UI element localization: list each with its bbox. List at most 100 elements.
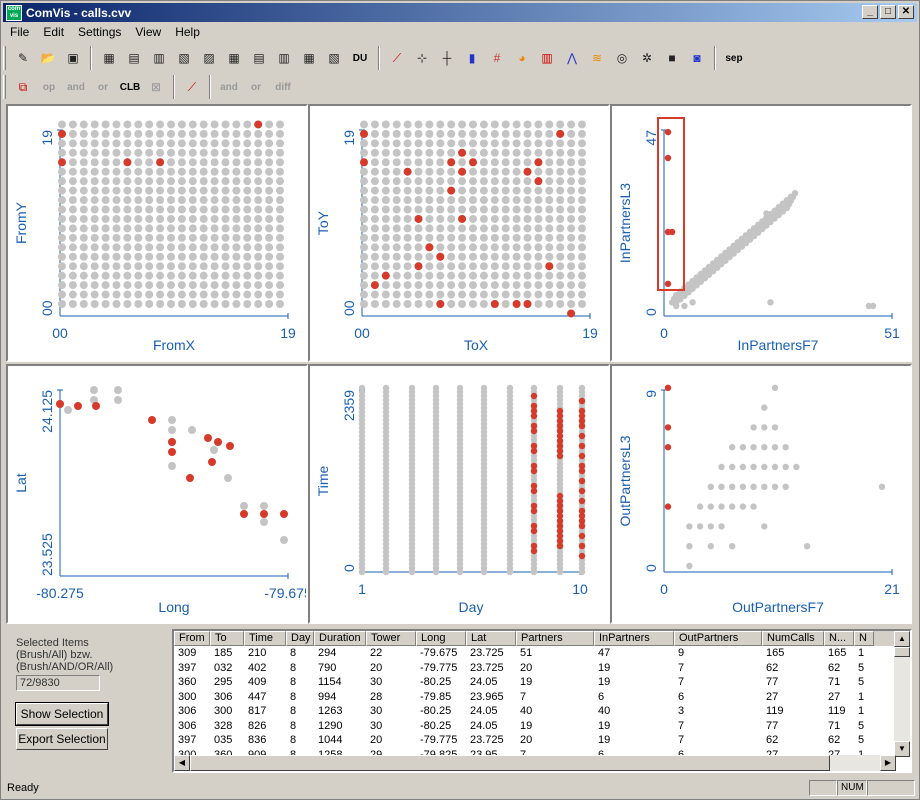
point	[578, 129, 586, 138]
menu-view[interactable]: View	[135, 25, 162, 39]
brush-tool-icon[interactable]: ⟋	[187, 79, 197, 94]
scroll-thumb[interactable]	[894, 647, 910, 657]
layout-6-icon[interactable]: ▦	[228, 51, 240, 65]
save-icon[interactable]: ▣	[67, 51, 79, 65]
menu-file[interactable]: File	[10, 25, 30, 39]
bar-chart-icon[interactable]: ▮	[468, 51, 476, 65]
column-header[interactable]: From	[174, 631, 210, 646]
layout-8-icon[interactable]: ▥	[278, 51, 290, 65]
scatterplot-day-time[interactable]: 1 10 Day 0 2359 Time	[308, 364, 610, 624]
table-row[interactable]: 360 295 409 8 1154 30 -80.25 24.05 19 19 7 77 71 5	[174, 675, 910, 690]
or-button[interactable]: or	[98, 81, 108, 93]
brush-rectangle[interactable]	[657, 117, 685, 291]
point	[199, 167, 208, 176]
clb-button[interactable]: CLB	[119, 81, 141, 93]
point	[782, 463, 789, 471]
line-chart-icon[interactable]: ⋀	[567, 51, 577, 65]
and-composite-button[interactable]: and	[220, 81, 238, 93]
du-icon[interactable]: DU	[352, 52, 368, 64]
scroll-up-button[interactable]: ▲	[894, 631, 910, 647]
scatterplot-outpartners[interactable]: 0 21 OutPartnersF7 0 9 OutPartnersL3	[610, 364, 912, 624]
column-header[interactable]: N	[854, 631, 874, 646]
spiral-icon[interactable]: ◎	[616, 51, 628, 65]
maximize-button[interactable]: □	[880, 5, 896, 19]
brush-icon[interactable]: ⟋	[392, 50, 402, 65]
menu-settings[interactable]: Settings	[78, 25, 122, 39]
table-cell: 817	[248, 705, 267, 717]
diff-button[interactable]: diff	[275, 81, 291, 93]
parallel-coords-icon[interactable]: #	[493, 51, 501, 65]
point	[458, 129, 467, 138]
main-toolbar: ✎ 📂 ▣ ▦ ▤ ▥ ▧ ▨ ▦ ▤ ▥ ▦ ▧ DU ⟋ ⊹ ┼ ▮ # ◕…	[3, 43, 747, 73]
layout-5-icon[interactable]: ▨	[203, 51, 215, 65]
column-header[interactable]: InPartners	[594, 631, 674, 646]
export-selection-button[interactable]: Export Selection	[16, 728, 108, 750]
layout-9-icon[interactable]: ▦	[303, 51, 315, 65]
table-row[interactable]: 300 306 447 8 994 28 -79.85 23.965 7 6 6 27 27 1	[174, 690, 910, 705]
point	[260, 502, 268, 510]
point	[254, 300, 263, 308]
separator-icon[interactable]: sep	[725, 52, 743, 64]
column-header[interactable]: Duration	[314, 631, 366, 646]
table-row[interactable]: 309 185 210 8 294 22 -79.675 23.725 51 47 9 165 165 1	[174, 646, 910, 661]
layout-4-icon[interactable]: ▧	[178, 51, 190, 65]
column-header[interactable]: N...	[824, 631, 854, 646]
vertical-scrollbar[interactable]: ▲ ▼	[894, 631, 910, 757]
column-header[interactable]: Time	[244, 631, 286, 646]
close-button[interactable]: ✕	[898, 5, 914, 19]
and-button[interactable]: and	[67, 81, 85, 93]
menu-edit[interactable]: Edit	[43, 25, 65, 39]
scroll-left-button[interactable]: ◀	[174, 755, 190, 771]
open-folder-icon[interactable]: 📂	[40, 51, 56, 65]
or-composite-button[interactable]: or	[251, 81, 261, 93]
scatterplot-inpartners[interactable]: 0 51 InPartnersF7 0 47 InPartnersL3	[610, 104, 912, 362]
point	[523, 120, 532, 129]
horizontal-scrollbar[interactable]: ◀ ▶	[174, 755, 896, 771]
layout-1-icon[interactable]: ▦	[103, 51, 115, 65]
data-table[interactable]: From To Time Day Duration Tower Long Lat Partner…	[172, 629, 912, 773]
pie-chart-icon[interactable]: ◕	[518, 51, 526, 65]
minimize-button[interactable]: _	[862, 5, 878, 19]
column-header[interactable]: Tower	[366, 631, 416, 646]
map-icon[interactable]: ◙	[693, 51, 701, 65]
brush-select-icon[interactable]: ⧉	[18, 79, 28, 94]
axis-icon[interactable]: ┼	[442, 51, 452, 65]
selected-point	[578, 542, 586, 550]
column-header[interactable]: NumCalls	[762, 631, 824, 646]
scatterplot-long-lat[interactable]: -80.275 -79.675 Long 23.525 24.125 Lat	[6, 364, 308, 624]
column-header[interactable]: Lat	[466, 631, 516, 646]
table-row[interactable]: 306 328 826 8 1290 30 -80.25 24.05 19 19 7 77 71 5	[174, 719, 910, 734]
table-row[interactable]: 397 035 836 8 1044 20 -79.775 23.725 20 19 7 62 62 5	[174, 733, 910, 748]
y-axis-title: Lat	[13, 473, 29, 493]
layout-7-icon[interactable]: ▤	[253, 51, 265, 65]
scroll-down-button[interactable]: ▼	[894, 741, 910, 757]
column-header[interactable]: Long	[416, 631, 466, 646]
table-row[interactable]: 397 032 402 8 790 20 -79.775 23.725 20 19 7 62 62 5	[174, 661, 910, 676]
matrix-icon[interactable]: ■	[668, 51, 676, 65]
menu-help[interactable]: Help	[175, 25, 200, 39]
layout-10-icon[interactable]: ▧	[328, 51, 340, 65]
point	[360, 224, 368, 233]
table-row[interactable]: 306 300 817 8 1263 30 -80.25 24.05 40 40 3 119 119 1	[174, 704, 910, 719]
op-button[interactable]: op	[42, 81, 56, 93]
scatterplot-tox-toy[interactable]: 00 19 ToX 00 19 ToY	[308, 104, 610, 362]
hscroll-thumb[interactable]	[190, 755, 830, 771]
clear-brush-icon[interactable]: ⊠	[150, 80, 162, 94]
point	[567, 177, 576, 186]
layout-3-icon[interactable]: ▥	[153, 51, 165, 65]
scatterplot-icon[interactable]: ⊹	[416, 51, 428, 65]
wizard-icon[interactable]: ✎	[17, 51, 29, 65]
scroll-right-button[interactable]: ▶	[880, 755, 896, 771]
column-header[interactable]: OutPartners	[674, 631, 762, 646]
point	[381, 243, 390, 252]
point	[265, 233, 274, 242]
graph-icon[interactable]: ✲	[641, 51, 653, 65]
column-header[interactable]: Partners	[516, 631, 594, 646]
scatterplot-fromx-fromy[interactable]: 00 19 FromX 00 19 FromY	[6, 104, 308, 362]
layout-2-icon[interactable]: ▤	[128, 51, 140, 65]
area-chart-icon[interactable]: ≋	[591, 51, 603, 65]
column-header[interactable]: Day	[286, 631, 314, 646]
show-selection-button[interactable]: Show Selection	[15, 702, 109, 726]
histogram-icon[interactable]: ▥	[541, 51, 553, 65]
column-header[interactable]: To	[210, 631, 244, 646]
